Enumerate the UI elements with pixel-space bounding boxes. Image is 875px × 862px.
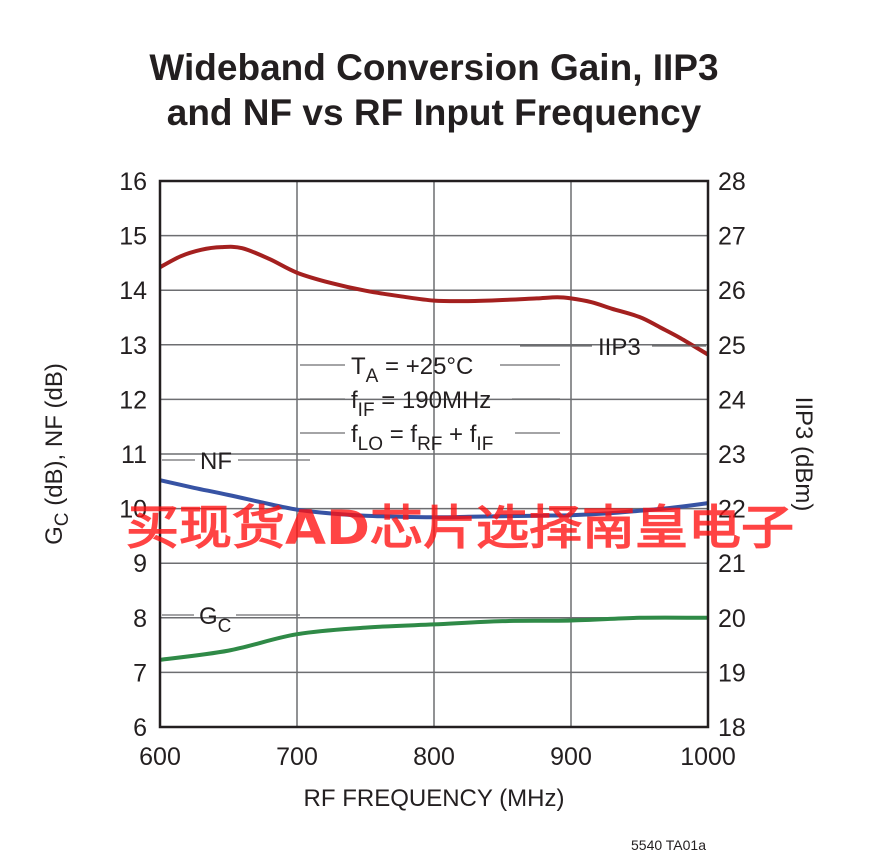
- cond-3-p4: + f: [442, 421, 476, 448]
- y-axis-left-ticks: 6 7 8 9 10 11 12 13 14 15 16: [119, 168, 147, 742]
- cond-1-main: T: [351, 353, 366, 380]
- y-axis-left-label: GC (dB), NF (dB): [41, 363, 73, 545]
- y2-tick-label: 22: [718, 496, 746, 524]
- y-tick-label: 11: [121, 441, 147, 469]
- gc-label-main: G: [199, 603, 218, 630]
- x-tick-label: 900: [550, 743, 592, 771]
- y-tick-label: 10: [119, 496, 147, 524]
- cond-2-rest: = 190MHz: [375, 387, 492, 414]
- x-tick-label: 700: [276, 743, 318, 771]
- y2-tick-label: 21: [718, 550, 746, 578]
- y-label-rest: (dB), NF (dB): [41, 363, 68, 512]
- y-tick-label: 7: [133, 659, 147, 687]
- gc-label-sub: C: [218, 616, 232, 637]
- y2-tick-label: 28: [718, 168, 746, 196]
- cond-3-p0: f: [351, 421, 358, 448]
- cond-3-p5: IF: [476, 434, 493, 455]
- y2-tick-label: 23: [718, 441, 746, 469]
- series-line-nf: [159, 478, 709, 520]
- y-tick-label: 16: [119, 168, 147, 196]
- series-group: [159, 244, 710, 662]
- figure-id: 5540 TA01a: [631, 837, 706, 853]
- series-label-gc: GC: [162, 603, 300, 637]
- y-tick-label: 9: [133, 550, 147, 578]
- x-tick-label: 800: [413, 743, 455, 771]
- chart-title-line-2: and NF vs RF Input Frequency: [167, 92, 702, 133]
- y-axis-right-label: IIP3 (dBm): [790, 397, 817, 512]
- series-label-iip3-text: IIP3: [598, 334, 641, 361]
- cond-1-sub: A: [366, 366, 379, 387]
- chart-title: Wideband Conversion Gain, IIP3: [149, 47, 718, 88]
- cond-3-p3: RF: [417, 434, 442, 455]
- y2-tick-label: 24: [718, 386, 746, 414]
- y2-tick-label: 20: [718, 605, 746, 633]
- y-tick-label: 6: [133, 714, 147, 742]
- cond-1-rest: = +25°C: [378, 353, 473, 380]
- series-line-gc: [159, 615, 709, 662]
- series-label-iip3: IIP3: [520, 334, 706, 361]
- cond-3-p1: LO: [358, 434, 383, 455]
- cond-2-sub: IF: [358, 400, 375, 421]
- condition-temperature: TA = +25°C: [351, 353, 473, 387]
- y-tick-label: 15: [119, 223, 147, 251]
- y-tick-label: 12: [119, 386, 147, 414]
- x-tick-label: 600: [139, 743, 181, 771]
- plot-frame: [158, 179, 710, 729]
- y-label-main: G: [41, 526, 68, 545]
- y2-tick-label: 26: [718, 277, 746, 305]
- cond-3-p2: = f: [383, 421, 417, 448]
- y2-tick-label: 18: [718, 714, 746, 742]
- series-label-nf: NF: [162, 448, 310, 475]
- y-tick-label: 13: [119, 332, 147, 360]
- y-tick-label: 8: [133, 605, 147, 633]
- cond-2-main: f: [351, 387, 358, 414]
- y2-tick-label: 25: [718, 332, 746, 360]
- conditions-annotation: TA = +25°C fIF = 190MHz fLO = fRF + fIF: [300, 353, 560, 455]
- condition-if-frequency: fIF = 190MHz: [351, 387, 491, 421]
- y2-tick-label: 19: [718, 659, 746, 687]
- x-axis-label: RF FREQUENCY (MHz): [304, 785, 565, 812]
- y-axis-right-ticks: 18 19 20 21 22 23 24 25 26 27 28: [718, 168, 746, 742]
- grid: [160, 181, 708, 727]
- condition-lo-frequency: fLO = fRF + fIF: [351, 421, 493, 455]
- x-tick-label: 1000: [680, 743, 736, 771]
- watermark-text: 买现货AD芯片选择南皇电子: [126, 501, 794, 556]
- y-label-sub: C: [52, 512, 73, 526]
- series-label-gc-text: GC: [199, 603, 231, 637]
- series-line-iip3: [159, 244, 710, 357]
- x-axis-ticks: 600 700 800 900 1000: [139, 743, 736, 771]
- series-label-nf-text: NF: [200, 448, 232, 475]
- y-tick-label: 14: [119, 277, 147, 305]
- y2-tick-label: 27: [718, 223, 746, 251]
